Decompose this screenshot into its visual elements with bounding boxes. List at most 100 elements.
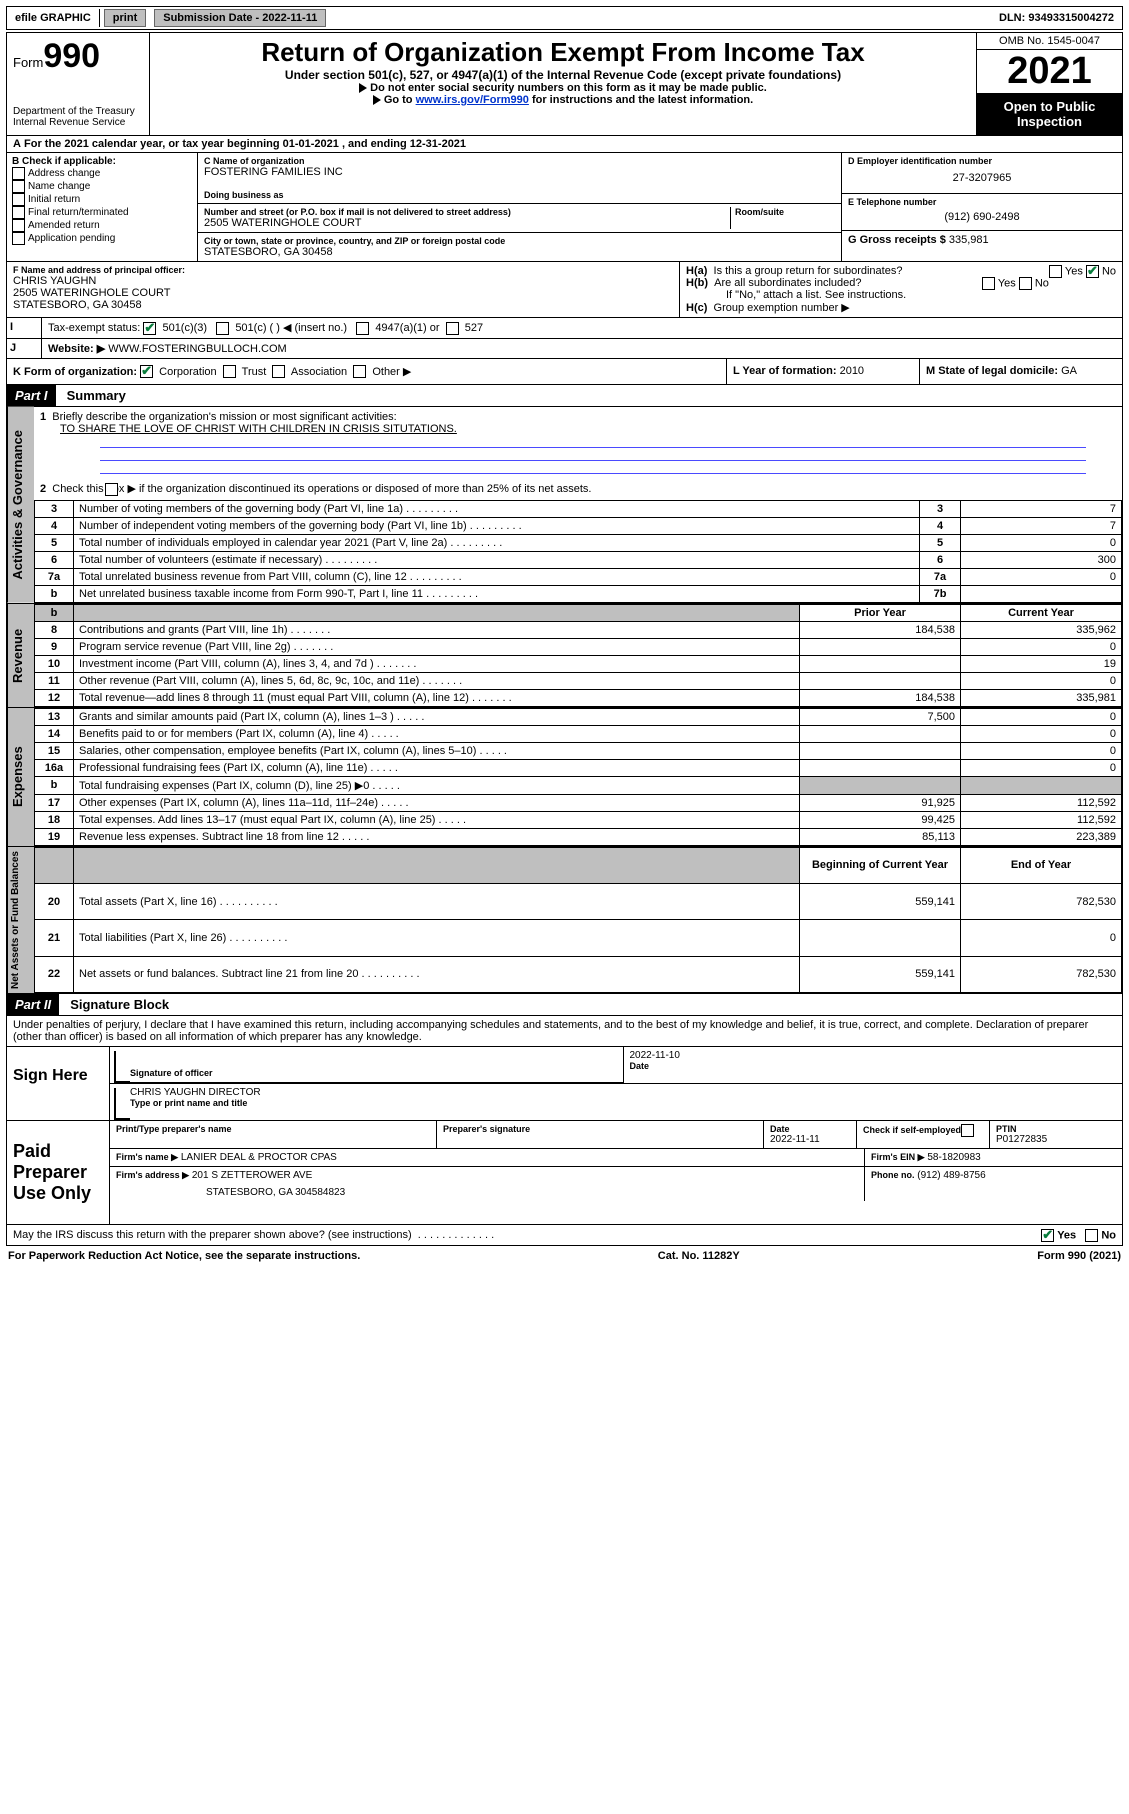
firm-ein: 58-1820983 — [927, 1152, 980, 1163]
org-name: FOSTERING FAMILIES INC — [204, 166, 835, 178]
box-c: C Name of organization FOSTERING FAMILIE… — [198, 153, 842, 261]
opt-pending: Application pending — [28, 233, 115, 244]
end-year-header: End of Year — [961, 847, 1122, 883]
cb-501c3[interactable] — [143, 322, 156, 335]
revenue-table: b Prior Year Current Year 8Contributions… — [34, 604, 1122, 707]
discuss-text: May the IRS discuss this return with the… — [13, 1229, 412, 1241]
net-assets-section: Net Assets or Fund Balances Beginning of… — [6, 847, 1123, 994]
prep-check-label: Check if self-employed — [863, 1125, 961, 1135]
cb-discontinued[interactable] — [105, 483, 118, 496]
opt-initial: Initial return — [28, 194, 80, 205]
room-label: Room/suite — [735, 207, 835, 217]
part-ii-label: Part II — [7, 994, 59, 1015]
discuss-yes-label: Yes — [1057, 1229, 1076, 1241]
cb-4947[interactable] — [356, 322, 369, 335]
part-i-sub: Summary — [59, 385, 134, 406]
governance-section: Activities & Governance 1 Briefly descri… — [6, 407, 1123, 604]
sig-date-label: Date — [630, 1061, 1117, 1071]
sub3-post: for instructions and the latest informat… — [529, 94, 753, 106]
discuss-no[interactable] — [1085, 1229, 1098, 1242]
officer-addr2: STATESBORO, GA 30458 — [13, 299, 673, 311]
ptin-value: P01272835 — [996, 1134, 1116, 1145]
org-city: STATESBORO, GA 30458 — [204, 246, 835, 258]
phone-value: (912) 690-2498 — [848, 207, 1116, 227]
phone-label: E Telephone number — [848, 197, 1116, 207]
prep-sig-label: Preparer's signature — [443, 1124, 757, 1134]
box-d-e-g: D Employer identification number 27-3207… — [842, 153, 1122, 261]
form-number: 990 — [43, 37, 100, 75]
ptin-label: PTIN — [996, 1124, 1116, 1134]
firm-phone-label: Phone no. — [871, 1170, 915, 1180]
dln: DLN: 93493315004272 — [991, 9, 1122, 27]
checkbox-initial[interactable] — [12, 193, 25, 206]
checkbox-final[interactable] — [12, 206, 25, 219]
ein-value: 27-3207965 — [848, 166, 1116, 190]
penalty-text: Under penalties of perjury, I declare th… — [6, 1016, 1123, 1047]
website-label: Website: ▶ — [48, 343, 105, 355]
opt-other: Other ▶ — [372, 366, 411, 378]
year-form-label: L Year of formation: — [733, 365, 837, 377]
opt-corp: Corporation — [159, 366, 216, 378]
opt-501c: 501(c) ( ) ◀ (insert no.) — [235, 322, 347, 334]
inspection-label: Open to Public Inspection — [977, 93, 1122, 135]
cb-trust[interactable] — [223, 365, 236, 378]
officer-label: F Name and address of principal officer: — [13, 265, 673, 275]
mission-label: Briefly describe the organization's miss… — [52, 411, 396, 423]
instructions-link[interactable]: www.irs.gov/Form990 — [416, 94, 529, 106]
vlabel-net: Net Assets or Fund Balances — [7, 847, 34, 993]
dba-label: Doing business as — [204, 190, 835, 200]
gross-value: 335,981 — [949, 234, 989, 246]
cb-501c[interactable] — [216, 322, 229, 335]
officer-print-label: Type or print name and title — [130, 1098, 1116, 1108]
prep-date-label: Date — [770, 1124, 850, 1134]
city-label: City or town, state or province, country… — [204, 236, 835, 246]
expenses-table: 13Grants and similar amounts paid (Part … — [34, 708, 1122, 846]
vlabel-governance: Activities & Governance — [7, 407, 34, 603]
checkbox-address-change[interactable] — [12, 167, 25, 180]
cb-self-employed[interactable] — [961, 1124, 974, 1137]
opt-final: Final return/terminated — [28, 207, 129, 218]
opt-501c3: 501(c)(3) — [162, 322, 207, 334]
part-i-label: Part I — [7, 385, 56, 406]
governance-table: 3Number of voting members of the governi… — [34, 500, 1122, 603]
officer-name: CHRIS YAUGHN — [13, 275, 673, 287]
tax-year: 2021 — [977, 50, 1122, 93]
sig-officer-label: Signature of officer — [130, 1068, 617, 1078]
cb-other[interactable] — [353, 365, 366, 378]
cb-527[interactable] — [446, 322, 459, 335]
opt-527: 527 — [465, 322, 483, 334]
org-street: 2505 WATERINGHOLE COURT — [204, 217, 730, 229]
discuss-yes[interactable] — [1041, 1229, 1054, 1242]
checkbox-amended[interactable] — [12, 219, 25, 232]
dept-label: Department of the Treasury — [13, 106, 143, 117]
firm-name-label: Firm's name ▶ — [116, 1152, 178, 1162]
box-b-label: B Check if applicable: — [12, 156, 192, 167]
preparer-title: Paid Preparer Use Only — [7, 1121, 110, 1224]
form-title: Return of Organization Exempt From Incom… — [154, 37, 972, 68]
footer-left: For Paperwork Reduction Act Notice, see … — [8, 1250, 360, 1262]
sub3-pre: Go to — [384, 94, 416, 106]
print-button[interactable]: print — [104, 9, 146, 27]
firm-addr2: STATESBORO, GA 304584823 — [116, 1181, 858, 1198]
page-footer: For Paperwork Reduction Act Notice, see … — [6, 1246, 1123, 1266]
checkbox-pending[interactable] — [12, 232, 25, 245]
firm-addr-label: Firm's address ▶ — [116, 1170, 189, 1180]
hb-yes[interactable] — [982, 277, 995, 290]
checkbox-name-change[interactable] — [12, 180, 25, 193]
yes-label: Yes — [1065, 265, 1083, 277]
domicile-value: GA — [1061, 365, 1077, 377]
no-label: No — [1102, 265, 1116, 277]
ha-yes[interactable] — [1049, 265, 1062, 278]
cb-assoc[interactable] — [272, 365, 285, 378]
ein-label: D Employer identification number — [848, 156, 1116, 166]
ha-no[interactable] — [1086, 265, 1099, 278]
officer-print-name: CHRIS YAUGHN DIRECTOR — [130, 1087, 1116, 1098]
opt-trust: Trust — [242, 366, 267, 378]
box-a-text: For the 2021 calendar year, or tax year … — [24, 138, 466, 150]
mission-text: TO SHARE THE LOVE OF CHRIST WITH CHILDRE… — [60, 423, 457, 435]
hb-no[interactable] — [1019, 277, 1032, 290]
prior-year-header: Prior Year — [800, 604, 961, 621]
current-year-header: Current Year — [961, 604, 1122, 621]
cb-corp[interactable] — [140, 365, 153, 378]
tax-status-label: Tax-exempt status: — [48, 322, 140, 334]
